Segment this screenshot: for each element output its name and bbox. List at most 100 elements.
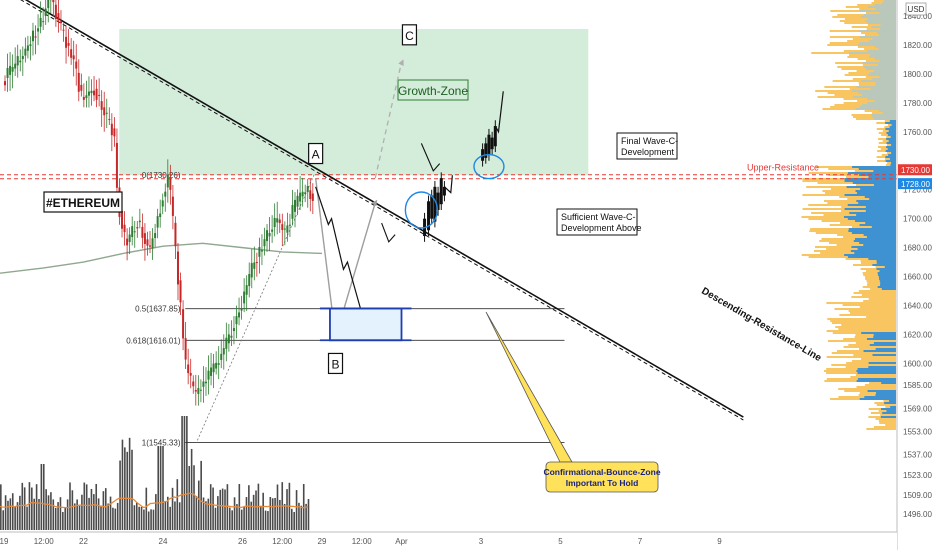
candle-body bbox=[78, 73, 80, 92]
volume-profile-bar bbox=[880, 414, 896, 416]
volume-profile-bar-value-area bbox=[878, 286, 896, 288]
candle-body bbox=[63, 30, 65, 31]
volume-profile-bar-value-area bbox=[868, 366, 896, 368]
volume-profile-bar-upper bbox=[863, 62, 896, 64]
candle-body bbox=[52, 0, 54, 2]
candle-body bbox=[57, 13, 59, 20]
callout-pointer bbox=[486, 312, 572, 462]
volume-profile-bar bbox=[826, 302, 896, 304]
volume-profile-bar-value-area bbox=[844, 254, 896, 256]
volume-profile-bar-value-area bbox=[886, 410, 896, 412]
volume-profile-bar-upper bbox=[866, 68, 896, 70]
volume-bar bbox=[200, 461, 202, 530]
volume-profile-bar-upper bbox=[880, 28, 896, 30]
candle-body bbox=[274, 218, 276, 227]
volume-profile-bar bbox=[849, 310, 896, 312]
volume-profile-bar bbox=[874, 426, 896, 428]
x-tick-label: 12:00 bbox=[34, 537, 55, 546]
volume-bar bbox=[293, 512, 295, 530]
projected-candle-body bbox=[487, 135, 490, 155]
volume-profile-bar-value-area bbox=[869, 176, 896, 178]
descending-resistance-label: Descending-Resistance-Line bbox=[699, 286, 823, 364]
volume-bar bbox=[122, 440, 124, 530]
volume-profile-bar-upper bbox=[853, 96, 896, 98]
candle-body bbox=[294, 200, 296, 212]
volume-bar bbox=[205, 501, 207, 530]
volume-bar bbox=[48, 495, 50, 530]
volume-profile-bar bbox=[851, 296, 896, 298]
volume-profile-bar-value-area bbox=[886, 150, 896, 152]
volume-bar bbox=[265, 511, 267, 530]
volume-profile-bar-value-area bbox=[870, 344, 896, 346]
y-tick-label: 1496.00 bbox=[903, 510, 932, 519]
volume-profile-bar bbox=[844, 346, 896, 348]
y-tick-label: 1523.00 bbox=[903, 471, 932, 480]
volume-profile-bar-value-area bbox=[892, 124, 896, 126]
candle-body bbox=[149, 246, 151, 247]
x-tick-label: 3 bbox=[479, 537, 484, 546]
x-tick-label: 9 bbox=[717, 537, 722, 546]
symbol-hashtag-text: #ETHEREUM bbox=[46, 196, 120, 210]
volume-profile-bar bbox=[862, 294, 896, 296]
candle-body bbox=[154, 233, 156, 238]
volume-profile-bar-value-area bbox=[858, 372, 896, 374]
volume-bar bbox=[105, 488, 107, 530]
x-tick-label: 22 bbox=[79, 537, 88, 546]
volume-bar bbox=[74, 503, 76, 530]
volume-bar bbox=[7, 501, 9, 530]
volume-profile-bar-upper bbox=[882, 2, 896, 4]
y-tick-label: 1620.00 bbox=[903, 330, 932, 339]
price-tag-text: 1728.00 bbox=[901, 180, 930, 189]
volume-profile-bar-value-area bbox=[858, 368, 896, 370]
candle-body bbox=[4, 81, 6, 85]
volume-bar bbox=[229, 508, 231, 530]
volume-bar bbox=[10, 498, 12, 530]
volume-profile-bar-value-area bbox=[884, 402, 896, 404]
volume-bar bbox=[274, 498, 276, 530]
volume-profile-bar-value-area bbox=[877, 262, 896, 264]
volume-profile-bar-value-area bbox=[874, 342, 896, 344]
candle-body bbox=[258, 247, 260, 257]
volume-profile-bar-value-area bbox=[890, 158, 896, 160]
candle-body bbox=[210, 368, 212, 376]
volume-profile-bar-value-area bbox=[890, 126, 896, 128]
candle-body bbox=[223, 348, 225, 354]
candle-body bbox=[103, 107, 105, 115]
volume-bar bbox=[224, 489, 226, 530]
volume-bar bbox=[41, 464, 43, 530]
candle-body bbox=[261, 250, 263, 251]
volume-profile-bar bbox=[838, 388, 896, 390]
volume-profile-bar-value-area bbox=[864, 234, 896, 236]
candle-body bbox=[202, 381, 204, 386]
volume-bar bbox=[136, 503, 138, 530]
volume-profile-bar-value-area bbox=[858, 202, 896, 204]
volume-bar bbox=[253, 495, 255, 530]
volume-profile-bar-value-area bbox=[864, 350, 896, 352]
fib-level-label: 0.618(1616.01) bbox=[126, 336, 181, 345]
volume-bar bbox=[260, 506, 262, 530]
volume-profile-bar-value-area bbox=[848, 230, 896, 232]
volume-profile-bar-value-area bbox=[873, 336, 896, 338]
volume-profile-bar bbox=[831, 364, 896, 366]
candle-body bbox=[174, 223, 176, 246]
volume-bar bbox=[36, 484, 38, 530]
candle-body bbox=[108, 119, 110, 120]
volume-profile-bar-upper bbox=[881, 24, 896, 26]
volume-profile-bar bbox=[859, 290, 896, 292]
volume-bar bbox=[196, 496, 198, 530]
candle-body bbox=[80, 85, 82, 91]
volume-profile-bar-value-area bbox=[879, 276, 896, 278]
volume-profile-bar bbox=[861, 358, 896, 360]
volume-profile-bar bbox=[869, 298, 896, 300]
candle-body bbox=[185, 338, 187, 359]
candle-body bbox=[146, 239, 148, 245]
volume-profile-bar-value-area bbox=[881, 416, 896, 418]
volume-profile-bar-value-area bbox=[845, 194, 896, 196]
volume-bar bbox=[301, 506, 303, 530]
volume-profile-bar bbox=[827, 356, 896, 358]
volume-bar bbox=[284, 504, 286, 530]
volume-profile-bar-value-area bbox=[869, 362, 896, 364]
volume-bar bbox=[52, 499, 54, 530]
volume-profile-bar-upper bbox=[867, 98, 896, 100]
